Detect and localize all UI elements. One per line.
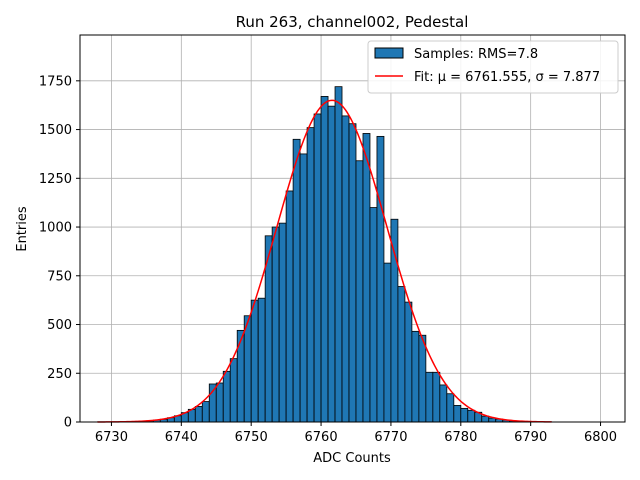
histogram-bar: [376, 135, 385, 423]
legend-box: [367, 40, 619, 94]
y-tick-label: 500: [47, 318, 72, 333]
fit-curve: [97, 99, 552, 423]
y-tick-label: 1250: [39, 172, 72, 187]
histogram-bar: [453, 405, 462, 423]
histogram-bar: [390, 218, 399, 423]
x-tick-label: 6730: [95, 430, 128, 445]
y-tick-label: 750: [47, 269, 72, 284]
histogram-bar: [243, 315, 252, 423]
histogram-bar: [271, 226, 280, 423]
x-tick-label: 6780: [444, 430, 477, 445]
histogram-bar: [292, 138, 301, 423]
y-tick-label: 1000: [39, 221, 72, 236]
histogram-bar: [355, 160, 364, 423]
legend: Samples: RMS=7.8 Fit: μ = 6761.555, σ = …: [367, 40, 619, 94]
y-tick-label: 1750: [39, 74, 72, 89]
y-axis-title: Entries: [15, 206, 30, 252]
histogram-bar: [278, 222, 287, 423]
histogram-bar: [194, 406, 203, 423]
histogram-bar: [383, 262, 392, 423]
histogram-bar: [208, 383, 217, 423]
plot-frame: [79, 34, 626, 423]
y-tick-label: 1500: [39, 123, 72, 138]
legend-label-fit: Fit: μ = 6761.555, σ = 7.877: [414, 70, 600, 85]
x-axis-title: ADC Counts: [313, 451, 391, 466]
histogram-bar: [320, 96, 329, 423]
histogram-bar: [432, 371, 441, 423]
histogram-bar: [460, 407, 469, 423]
histogram-bar: [425, 371, 434, 423]
x-tick-label: 6760: [305, 430, 338, 445]
histogram-bar: [334, 86, 343, 423]
histogram-bar: [418, 334, 427, 423]
histogram-bar: [299, 153, 308, 423]
x-tick-label: 6770: [374, 430, 407, 445]
histogram-bar: [411, 330, 420, 423]
y-tick-label: 0: [64, 416, 72, 431]
histogram-bar: [404, 301, 413, 423]
histogram-bar: [439, 384, 448, 423]
chart-title: Run 263, channel002, Pedestal: [236, 13, 469, 31]
histogram-bar: [229, 358, 238, 423]
histogram-bar: [257, 297, 266, 423]
x-axis-ticks: 6730 6740 6750 6760 6770 6780 6790 6800: [95, 422, 617, 445]
histogram-bar: [327, 105, 336, 423]
histogram-bar: [250, 299, 259, 423]
histogram-bar: [313, 113, 322, 423]
histogram-bar: [285, 190, 294, 423]
histogram-bar: [348, 123, 357, 423]
y-axis-ticks: 0 250 500 750 1000 1250 1500 1750: [39, 74, 80, 431]
histogram-bar: [446, 393, 455, 423]
x-tick-label: 6750: [235, 430, 268, 445]
histogram-bar: [481, 415, 490, 423]
x-tick-label: 6790: [514, 430, 547, 445]
histogram-bar: [341, 115, 350, 423]
x-tick-label: 6800: [584, 430, 617, 445]
x-tick-label: 6740: [165, 430, 198, 445]
histogram-bar: [306, 127, 315, 423]
histogram-bars: [97, 86, 553, 423]
histogram-bar: [222, 370, 231, 423]
y-tick-label: 250: [47, 367, 72, 382]
histogram-bar: [362, 133, 371, 423]
histogram-bar: [397, 286, 406, 423]
histogram-bar: [369, 207, 378, 423]
legend-label-samples: Samples: RMS=7.8: [414, 47, 538, 62]
histogram-bar: [215, 382, 224, 423]
histogram-bar: [236, 329, 245, 423]
histogram-bar: [467, 409, 476, 423]
legend-swatch-samples: [374, 47, 404, 59]
histogram-bar: [201, 401, 210, 423]
